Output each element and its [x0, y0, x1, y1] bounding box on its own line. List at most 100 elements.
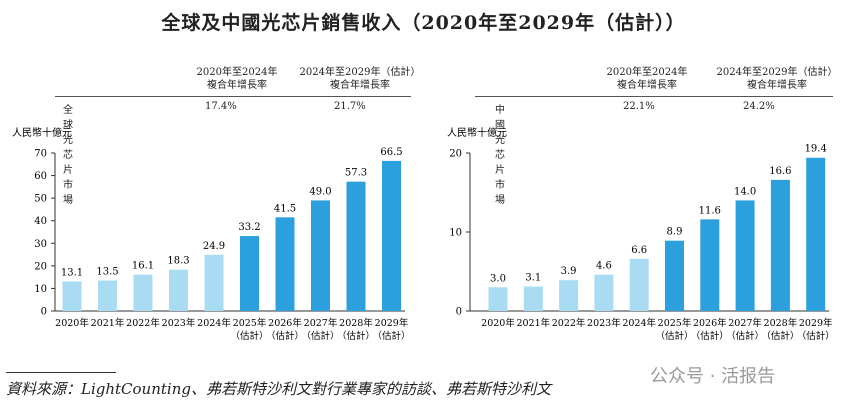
bar-value-label: 33.2 [238, 222, 260, 233]
bar-value-label: 19.4 [805, 144, 827, 155]
cagr-header-1: 2020年至2024年 [606, 67, 688, 78]
watermark: 公众号 · 活报告 [650, 366, 776, 387]
source-note: 資料來源：LightCounting、弗若斯特沙利文對行業專家的訪談、弗若斯特沙… [6, 380, 551, 398]
y-tick-label: 10 [34, 284, 47, 295]
bar-value-label: 14.0 [734, 186, 756, 197]
source-divider [6, 372, 116, 373]
divider [55, 96, 411, 97]
cagr-value-2: 24.2% [743, 101, 775, 112]
row-label: 中國光芯片市場 [495, 105, 505, 206]
bar [700, 219, 720, 311]
x-tick-label: （估計） [266, 330, 304, 342]
cagr-value-1: 17.4% [205, 101, 237, 112]
y-tick-label: 20 [449, 149, 462, 160]
x-tick-label: 2027年 [728, 317, 762, 329]
y-tick-label: 60 [34, 171, 47, 182]
bar [806, 157, 826, 311]
bar-value-label: 3.1 [525, 273, 541, 284]
bar-value-label: 18.3 [167, 256, 189, 267]
bar-value-label: 24.9 [203, 241, 225, 252]
bar-value-label: 4.6 [596, 261, 612, 272]
row-label: 全球光芯片市場 [63, 105, 73, 206]
bar-value-label: 41.5 [274, 203, 296, 214]
x-tick-label: 2022年 [126, 317, 160, 329]
x-tick-label: 2024年 [197, 317, 231, 329]
bar-value-label: 13.1 [61, 267, 83, 278]
bar [62, 281, 82, 311]
bar-value-label: 8.9 [667, 227, 683, 238]
bar [770, 179, 790, 311]
cagr-header-2b: 複合年增長率 [747, 80, 807, 91]
x-tick-label: 2029年 [799, 317, 833, 329]
bar [346, 181, 366, 311]
bar-value-label: 49.0 [309, 186, 331, 197]
y-tick-label: 10 [449, 228, 462, 239]
x-tick-label: （估計） [691, 330, 729, 342]
y-tick-label: 20 [34, 261, 47, 272]
bar [594, 274, 614, 311]
x-tick-label: （估計） [230, 330, 268, 342]
x-tick-label: 2021年 [91, 317, 125, 329]
x-tick-label: （估計） [797, 330, 835, 342]
bar-value-label: 13.5 [96, 267, 118, 278]
x-tick-label: 2025年 [233, 317, 267, 329]
bar-value-label: 3.0 [490, 273, 506, 284]
cagr-header-1: 2020年至2024年 [196, 67, 278, 78]
x-tick-label: （估計） [337, 330, 375, 342]
x-tick-label: （估計） [726, 330, 764, 342]
x-tick-label: 2026年 [268, 317, 302, 329]
divider [475, 96, 833, 97]
bar [133, 274, 153, 311]
y-axis-label: 人民幣十億元 [12, 126, 72, 139]
y-tick-label: 70 [34, 149, 47, 160]
cagr-header-2b: 複合年增長率 [330, 80, 390, 91]
x-tick-label: 2028年 [339, 317, 373, 329]
x-tick-label: 2020年 [55, 317, 89, 329]
cagr-header-2: 2024年至2029年（估計） [299, 67, 421, 78]
y-tick-label: 50 [34, 194, 47, 205]
x-tick-label: 2023年 [162, 317, 196, 329]
bar [559, 280, 579, 311]
bar [98, 280, 117, 311]
bar [240, 236, 259, 311]
bar [488, 287, 508, 311]
cagr-header-1b: 複合年增長率 [207, 80, 267, 91]
x-tick-label: 2020年 [481, 317, 515, 329]
x-tick-label: 2021年 [516, 317, 550, 329]
x-tick-label: （估計） [761, 330, 799, 342]
cagr-value-1: 22.1% [623, 101, 655, 112]
bar-value-label: 16.6 [769, 166, 791, 177]
bar [204, 254, 224, 311]
cagr-header-2: 2024年至2029年（估計） [716, 67, 838, 78]
chart-title: 全球及中國光芯片銷售收入（2020年至2029年（估計）） [161, 12, 686, 34]
bar [311, 200, 330, 311]
x-tick-label: 2025年 [658, 317, 692, 329]
cagr-header-1b: 複合年增長率 [617, 80, 677, 91]
bar-value-label: 57.3 [345, 168, 367, 179]
bar [382, 160, 401, 311]
cagr-value-2: 21.7% [334, 101, 366, 112]
x-tick-label: 2027年 [304, 317, 338, 329]
x-tick-label: 2026年 [693, 317, 727, 329]
y-tick-label: 0 [456, 307, 462, 318]
bar [523, 286, 543, 311]
x-tick-label: 2029年 [375, 317, 409, 329]
bar [629, 258, 649, 311]
bar-value-label: 66.5 [380, 147, 402, 158]
bar-value-label: 11.6 [699, 205, 721, 216]
bar [275, 217, 295, 311]
x-tick-label: （估計） [655, 330, 693, 342]
bar [735, 200, 755, 311]
x-tick-label: 2024年 [622, 317, 656, 329]
bar-value-label: 16.1 [132, 261, 154, 272]
x-tick-label: 2023年 [587, 317, 621, 329]
x-tick-label: （估計） [372, 330, 410, 342]
y-tick-label: 0 [41, 307, 47, 318]
x-tick-label: 2028年 [764, 317, 798, 329]
bar [665, 240, 684, 311]
bar-value-label: 6.6 [631, 245, 647, 256]
bar [169, 269, 188, 311]
y-tick-label: 30 [34, 239, 47, 250]
